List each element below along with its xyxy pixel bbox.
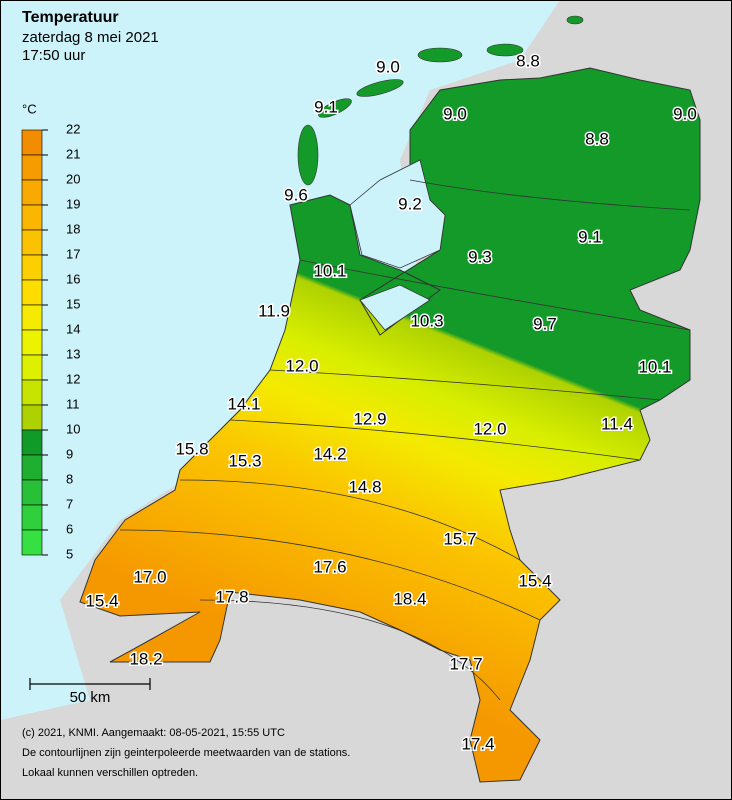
legend: 22 21 20 19 18 17 16 15 14 13 12 11 10 9 8 7 6 5 [21, 121, 80, 561]
station-value: 17.4 [461, 734, 494, 753]
legend-tick-label: 13 [66, 346, 80, 361]
station-value: 14.2 [313, 444, 346, 463]
station-value: 9.7 [533, 314, 557, 333]
contour [229, 419, 641, 461]
legend-swatch [21, 454, 43, 481]
legend-tick-label: 5 [66, 546, 73, 561]
legend-swatch [21, 254, 43, 281]
time: 17:50 uur [22, 47, 85, 64]
contour [199, 599, 501, 701]
station-value: 12.0 [285, 356, 318, 375]
legend-tick-label: 14 [66, 321, 80, 336]
legend-tick-label: 18 [66, 221, 80, 236]
legend-tick-label: 15 [66, 296, 80, 311]
station-value: 17.7 [449, 654, 482, 673]
station-value: 9.6 [284, 185, 308, 204]
legend-swatch [21, 204, 43, 231]
date: zaterdag 8 mei 2021 [22, 29, 159, 46]
station-value: 11.9 [258, 301, 290, 320]
stations: 9.0 8.8 9.1 9.0 8.8 9.0 9.6 9.2 9.1 9.3 10.1 11.9 10… [84, 50, 698, 755]
station-value: 9.1 [578, 227, 602, 246]
scale-label: 50 km [70, 689, 111, 706]
terschelling [356, 79, 404, 97]
station-value: 15.4 [518, 571, 551, 590]
station-value: 10.1 [638, 357, 671, 376]
legend-tick-label: 10 [66, 421, 80, 436]
texel [297, 124, 319, 186]
legend-tick-label: 9 [66, 446, 73, 461]
contour [269, 369, 661, 401]
legend-tick-label: 6 [66, 521, 73, 536]
station-value: 9.0 [673, 104, 697, 123]
footer-line: De contourlijnen zijn geinterpoleerde me… [22, 747, 350, 759]
station-value: 9.3 [468, 247, 492, 266]
station-value: 9.2 [398, 194, 422, 213]
station-value: 9.0 [376, 57, 400, 76]
legend-swatch [21, 154, 43, 181]
contour [299, 259, 691, 331]
station-value: 18.2 [129, 649, 162, 668]
station-value: 10.1 [313, 261, 346, 280]
legend-swatch [21, 229, 43, 256]
legend-swatch [21, 129, 43, 156]
legend-tick-label: 22 [66, 121, 80, 136]
legend-swatch [21, 304, 43, 331]
legend-tick-label: 7 [66, 496, 73, 511]
legend-tick-label: 19 [66, 196, 80, 211]
station-value: 14.1 [227, 394, 260, 413]
contour [119, 529, 541, 621]
station-value: 14.8 [348, 477, 381, 496]
legend-swatch [21, 279, 43, 306]
legend-tick-label: 17 [66, 246, 80, 261]
legend-swatch [21, 479, 43, 506]
station-value: 15.3 [228, 451, 261, 470]
legend-swatch [21, 379, 43, 406]
legend-tick-label: 8 [66, 471, 73, 486]
station-value: 10.3 [410, 311, 443, 330]
station-value: 11.4 [601, 414, 633, 433]
wadden-islands [297, 15, 584, 186]
station-value: 12.0 [473, 419, 506, 438]
station-value: 15.4 [85, 591, 118, 610]
markermeer [359, 284, 431, 331]
legend-tick-label: 11 [66, 396, 80, 411]
legend-tick-label: 16 [66, 271, 80, 286]
station-value: 17.0 [133, 567, 166, 586]
contour [409, 179, 691, 211]
station-value: 8.8 [585, 129, 609, 148]
station-value: 15.7 [443, 529, 476, 548]
legend-swatch [21, 329, 43, 356]
station-value: 15.8 [175, 439, 208, 458]
schiermonnikoog [486, 43, 524, 57]
footer-line: Lokaal kunnen verschillen optreden. [22, 767, 198, 779]
rottumeroog [566, 15, 584, 25]
ameland [417, 47, 463, 63]
station-value: 8.8 [516, 51, 540, 70]
contour [179, 479, 521, 561]
legend-tick-label: 21 [66, 146, 80, 161]
legend-swatch [21, 529, 43, 556]
title: Temperatuur [22, 9, 119, 26]
legend-swatch [21, 404, 43, 431]
station-value: 12.9 [353, 409, 386, 428]
legend-tick-label: 12 [66, 371, 80, 386]
contours [119, 179, 691, 701]
station-value: 18.4 [393, 589, 426, 608]
legend-swatch [21, 504, 43, 531]
station-value: 9.0 [443, 104, 467, 123]
legend-unit: °C [22, 101, 37, 116]
footer-line: (c) 2021, KNMI. Aangemaakt: 08-05-2021, … [22, 727, 285, 739]
legend-tick-label: 20 [66, 171, 80, 186]
ijsselmeer [349, 159, 446, 269]
station-value: 17.6 [313, 557, 346, 576]
vlieland [318, 98, 352, 118]
station-value: 17.8 [215, 587, 248, 606]
legend-swatch [21, 429, 43, 456]
station-value: 9.1 [314, 97, 338, 116]
legend-swatch [21, 354, 43, 381]
legend-swatch [21, 179, 43, 206]
